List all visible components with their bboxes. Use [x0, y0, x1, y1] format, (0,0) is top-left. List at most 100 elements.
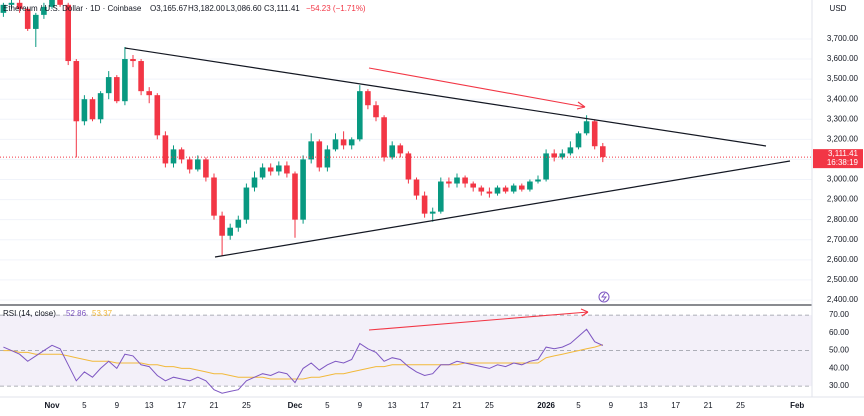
- rsi-ma-line: [3, 344, 603, 380]
- candle-body: [105, 77, 112, 94]
- candle-body: [357, 91, 363, 140]
- x-tick-label: 13: [145, 401, 154, 410]
- candle-body: [551, 153, 557, 158]
- rsi-tick-label: 60.00: [829, 328, 850, 337]
- ohlc-label: L3,086.60: [226, 4, 262, 13]
- candle-body: [462, 177, 468, 184]
- candle-body: [146, 91, 152, 96]
- event-icon-bolt: [601, 292, 607, 302]
- candle-body: [195, 159, 201, 170]
- y-tick-label: 3,700.00: [827, 34, 859, 43]
- candle-body: [454, 177, 460, 184]
- candle-body: [49, 0, 55, 7]
- x-tick-label: 5: [325, 401, 330, 410]
- candle-body: [154, 95, 161, 136]
- triangle-upper: [124, 47, 767, 147]
- x-tick-label: Feb: [790, 401, 804, 410]
- rsi-tick-label: 40.00: [829, 363, 850, 372]
- y-tick-label: 3,000.00: [827, 175, 859, 184]
- x-tick-label: Nov: [44, 401, 60, 410]
- y-tick-label: 2,500.00: [827, 275, 859, 284]
- x-tick-label: 25: [242, 401, 251, 410]
- last-price-label: 3,111.41: [828, 149, 859, 158]
- candle-body: [41, 6, 47, 15]
- candle-body: [227, 227, 233, 236]
- ohlc-label: H3,182.00: [188, 4, 225, 13]
- candle-body: [251, 177, 258, 188]
- candle-body: [89, 99, 96, 120]
- currency-label: USD: [830, 4, 847, 13]
- event-icon: [598, 291, 610, 303]
- candle-body: [219, 215, 225, 236]
- candle-body: [16, 2, 23, 9]
- rsi-tick-label: 70.00: [829, 310, 850, 319]
- candle-body: [243, 187, 250, 220]
- candle-body: [33, 14, 39, 29]
- x-tick-label: 2026: [537, 401, 555, 410]
- candle-body: [567, 147, 574, 154]
- candle-body: [130, 59, 136, 62]
- candle-body: [446, 181, 452, 184]
- x-tick-label: 5: [576, 401, 581, 410]
- x-tick-label: 13: [388, 401, 397, 410]
- candle-body: [8, 2, 15, 5]
- rsi-value: 52.86: [66, 309, 87, 318]
- candle-body: [24, 8, 31, 29]
- candle-body: [324, 149, 331, 168]
- last-price-box: [813, 149, 863, 169]
- candle-body: [73, 61, 80, 122]
- x-tick-label: 17: [177, 401, 186, 410]
- candle-body: [559, 153, 566, 158]
- x-tick-label: 17: [420, 401, 429, 410]
- candle-body: [114, 77, 120, 102]
- candle-body: [519, 185, 525, 190]
- candle-body: [57, 0, 63, 5]
- candle-body: [494, 187, 501, 194]
- candle-body: [413, 179, 420, 196]
- candle-body: [300, 159, 306, 220]
- symbol-title: Ethereum / U.S. Dollar · 1D · Coinbase: [3, 4, 142, 13]
- candle-body: [543, 153, 549, 180]
- candle-body: [591, 121, 598, 147]
- rsi-title: RSI (14, close): [3, 309, 56, 318]
- triangle-lower: [214, 160, 791, 258]
- candle-body: [340, 139, 347, 146]
- x-tick-label: 9: [115, 401, 120, 410]
- divergence-arrow: [368, 67, 586, 108]
- candle-body: [405, 153, 412, 180]
- candle-body: [438, 181, 444, 212]
- y-tick-label: 3,200.00: [827, 134, 859, 143]
- candle-body: [381, 117, 387, 158]
- y-tick-label: 2,900.00: [827, 195, 859, 204]
- candle-body: [259, 167, 266, 178]
- ohlc-label: C3,111.41: [264, 4, 300, 13]
- candle-body: [81, 99, 88, 122]
- candle-body: [470, 183, 476, 188]
- y-tick-label: 3,400.00: [827, 94, 859, 103]
- candle-body: [276, 165, 282, 172]
- y-tick-label: 3,500.00: [827, 74, 859, 83]
- y-tick-label: 2,700.00: [827, 235, 859, 244]
- arrow-head: [580, 308, 589, 317]
- x-tick-label: 25: [485, 401, 494, 410]
- candle-body: [284, 165, 290, 174]
- candle-body: [122, 59, 128, 102]
- y-tick-label: 2,600.00: [827, 255, 859, 264]
- candle-body: [316, 141, 323, 168]
- candle-body: [389, 145, 395, 158]
- rsi-tick-label: 30.00: [829, 381, 850, 390]
- candle-body: [267, 167, 274, 172]
- rsi-tick-label: 50.00: [829, 346, 850, 355]
- candle-body: [575, 133, 582, 148]
- x-tick-label: Dec: [288, 401, 303, 410]
- arrow-head: [576, 101, 586, 110]
- candle-body: [178, 149, 185, 160]
- candle-body: [138, 61, 144, 92]
- y-tick-label: 3,300.00: [827, 114, 859, 123]
- x-tick-label: 17: [671, 401, 680, 410]
- x-tick-label: 13: [639, 401, 648, 410]
- candle-body: [373, 105, 379, 118]
- candle-body: [292, 173, 298, 220]
- ohlc-label: O3,165.67: [150, 4, 188, 13]
